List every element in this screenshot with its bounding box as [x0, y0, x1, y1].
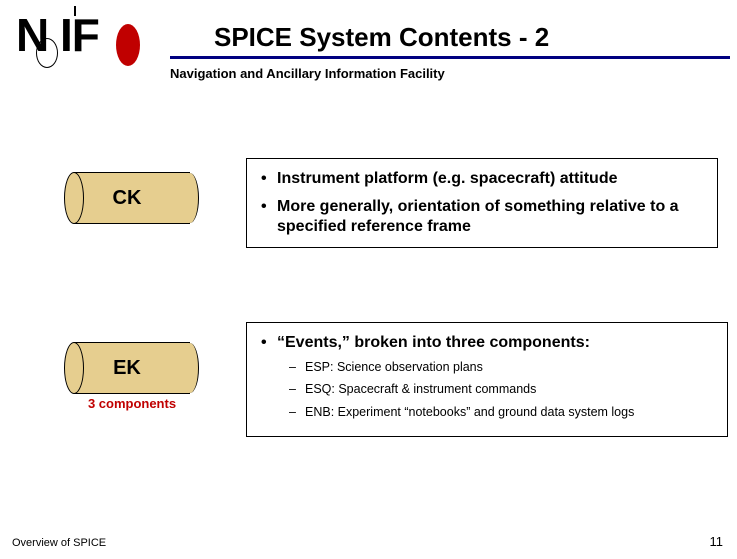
slide: N IF SPICE System Contents - 2 Navigatio… — [0, 0, 737, 559]
footer-title: Overview of SPICE — [12, 537, 106, 549]
sub-list-ek: ESP: Science observation plans ESQ: Spac… — [277, 359, 713, 420]
kernel-label-ek: EK — [64, 342, 190, 394]
bullet-item: More generally, orientation of something… — [261, 197, 703, 237]
bullet-item: Instrument platform (e.g. spacecraft) at… — [261, 169, 703, 189]
page-subtitle: Navigation and Ancillary Information Fac… — [170, 66, 445, 81]
kernel-label-ck: CK — [64, 172, 190, 224]
kernel-badge-ck: CK — [64, 172, 190, 224]
bullet-box-ck: Instrument platform (e.g. spacecraft) at… — [246, 158, 718, 248]
naif-logo: N IF — [16, 8, 146, 62]
sub-item: ESQ: Spacecraft & instrument commands — [277, 381, 713, 397]
kernel-sublabel-ek: 3 components — [64, 396, 200, 411]
page-title: SPICE System Contents - 2 — [214, 22, 549, 53]
bullet-item: “Events,” broken into three components: … — [261, 333, 713, 420]
bullet-box-ek: “Events,” broken into three components: … — [246, 322, 728, 437]
title-underline — [170, 56, 730, 59]
page-number: 11 — [710, 534, 724, 549]
kernel-badge-ek: EK 3 components — [64, 342, 190, 394]
logo-planet-icon — [116, 24, 140, 66]
logo-orbit-icon — [36, 38, 58, 68]
bullet-list-ck: Instrument platform (e.g. spacecraft) at… — [261, 169, 703, 237]
sub-item: ENB: Experiment “notebooks” and ground d… — [277, 404, 713, 420]
bullet-text: “Events,” broken into three components: — [277, 334, 590, 351]
bullet-list-ek: “Events,” broken into three components: … — [261, 333, 713, 420]
sub-item: ESP: Science observation plans — [277, 359, 713, 375]
